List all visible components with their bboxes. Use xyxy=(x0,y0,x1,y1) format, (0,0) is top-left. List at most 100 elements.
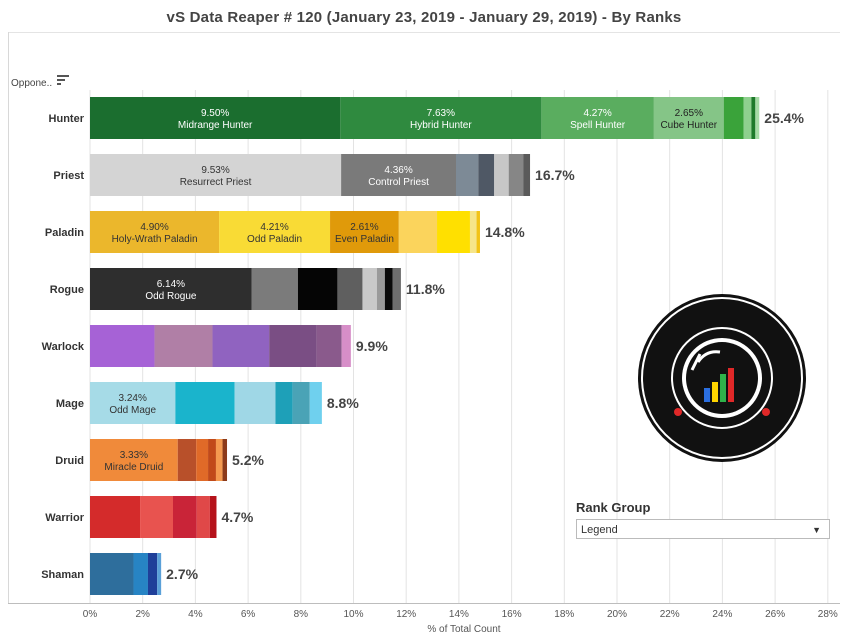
bar-segment xyxy=(341,154,457,196)
bar-segment xyxy=(523,154,531,196)
bar-segment xyxy=(90,553,134,595)
x-tick-label: 24% xyxy=(712,609,732,620)
x-tick-label: 12% xyxy=(396,609,416,620)
bar-segment xyxy=(140,496,174,538)
bar-segment xyxy=(456,154,479,196)
row-total-label: 9.9% xyxy=(356,338,388,354)
bar-segment xyxy=(376,268,385,310)
bar-segment xyxy=(157,553,162,595)
row-total-label: 2.7% xyxy=(166,566,198,582)
bar-segment xyxy=(392,268,401,310)
category-label: Priest xyxy=(53,170,84,182)
x-tick-label: 2% xyxy=(135,609,150,620)
segment-value-label: 7.63% xyxy=(427,108,455,119)
bar-segment xyxy=(297,268,338,310)
bar-segment xyxy=(275,382,293,424)
x-tick-label: 22% xyxy=(660,609,680,620)
segment-name-label: Cube Hunter xyxy=(660,120,717,131)
segment-value-label: 4.36% xyxy=(384,165,412,176)
category-label: Warrior xyxy=(45,512,84,524)
category-label: Rogue xyxy=(50,284,84,296)
rank-group-title: Rank Group xyxy=(576,500,651,515)
x-tick-label: 16% xyxy=(502,609,522,620)
bar-segment xyxy=(90,382,176,424)
bar-segment xyxy=(478,154,495,196)
segment-value-label: 3.33% xyxy=(120,450,148,461)
category-label: Warlock xyxy=(42,341,85,353)
row-total-label: 11.8% xyxy=(406,281,445,297)
row-total-label: 16.7% xyxy=(535,167,575,183)
rank-group-selected: Legend xyxy=(581,524,618,536)
segment-name-label: Odd Rogue xyxy=(145,291,197,302)
bar-segment xyxy=(175,382,235,424)
bar-segment xyxy=(340,97,542,139)
x-tick-label: 6% xyxy=(241,609,256,620)
rank-group-dropdown[interactable]: Legend ▼ xyxy=(576,519,830,539)
segment-value-label: 4.21% xyxy=(260,222,288,233)
segment-value-label: 4.90% xyxy=(140,222,168,233)
segment-name-label: Midrange Hunter xyxy=(178,120,253,131)
bar-segment xyxy=(251,268,298,310)
bar-segment xyxy=(292,382,310,424)
x-tick-label: 26% xyxy=(765,609,785,620)
segment-value-label: 9.53% xyxy=(201,165,229,176)
bar-segment xyxy=(494,154,509,196)
sort-icon[interactable] xyxy=(57,75,69,85)
bar-segment xyxy=(755,97,760,139)
bar-segment xyxy=(337,268,363,310)
bar-segment xyxy=(476,211,480,253)
x-tick-label: 20% xyxy=(607,609,627,620)
bar-segment xyxy=(508,154,524,196)
bar-segment xyxy=(177,439,197,481)
row-total-label: 5.2% xyxy=(232,452,264,468)
segment-value-label: 2.61% xyxy=(350,222,378,233)
x-tick-label: 0% xyxy=(83,609,98,620)
bar-segment xyxy=(269,325,317,367)
category-label: Mage xyxy=(56,398,84,410)
bar-segment xyxy=(209,496,217,538)
segment-name-label: Holy-Wrath Paladin xyxy=(112,234,198,245)
segment-name-label: Hybrid Hunter xyxy=(410,120,472,131)
frame-bottom-border xyxy=(8,603,840,604)
bar-segment xyxy=(196,439,209,481)
row-total-label: 25.4% xyxy=(764,110,804,126)
bar-segment xyxy=(541,97,654,139)
bar-segment xyxy=(147,553,158,595)
bar-segment xyxy=(234,382,276,424)
bar-segment xyxy=(316,325,342,367)
segment-name-label: Even Paladin xyxy=(335,234,394,245)
bar-segment xyxy=(212,325,270,367)
bar-segment xyxy=(469,211,477,253)
category-label: Shaman xyxy=(41,569,84,581)
bar-segment xyxy=(196,496,210,538)
x-tick-label: 18% xyxy=(554,609,574,620)
bar-segment xyxy=(398,211,438,253)
bar-segment xyxy=(90,268,252,310)
bar-segment xyxy=(90,496,141,538)
bar-segment xyxy=(222,439,228,481)
bar-segment xyxy=(133,553,148,595)
x-axis-title: % of Total Count xyxy=(427,624,501,635)
segment-name-label: Miracle Druid xyxy=(104,462,163,473)
bar-segment xyxy=(330,211,399,253)
row-total-label: 4.7% xyxy=(221,509,253,525)
bar-segment xyxy=(341,325,351,367)
frame-left-border xyxy=(8,32,9,603)
x-tick-label: 14% xyxy=(449,609,469,620)
segment-value-label: 2.65% xyxy=(675,108,703,119)
segment-name-label: Spell Hunter xyxy=(570,120,626,131)
segment-name-label: Control Priest xyxy=(368,177,429,188)
row-total-label: 14.8% xyxy=(485,224,525,240)
bar-segment xyxy=(219,211,331,253)
bar-segment xyxy=(751,97,756,139)
bar-segment xyxy=(173,496,197,538)
chevron-down-icon[interactable]: ▼ xyxy=(812,525,821,535)
bar-segment xyxy=(362,268,377,310)
bar-segment xyxy=(90,211,220,253)
bar-segment xyxy=(208,439,216,481)
x-tick-label: 4% xyxy=(188,609,203,620)
segment-value-label: 4.27% xyxy=(583,108,611,119)
chart-title: vS Data Reaper # 120 (January 23, 2019 -… xyxy=(166,9,682,26)
bar-segment xyxy=(437,211,470,253)
data-reaper-report-logo xyxy=(636,292,808,464)
